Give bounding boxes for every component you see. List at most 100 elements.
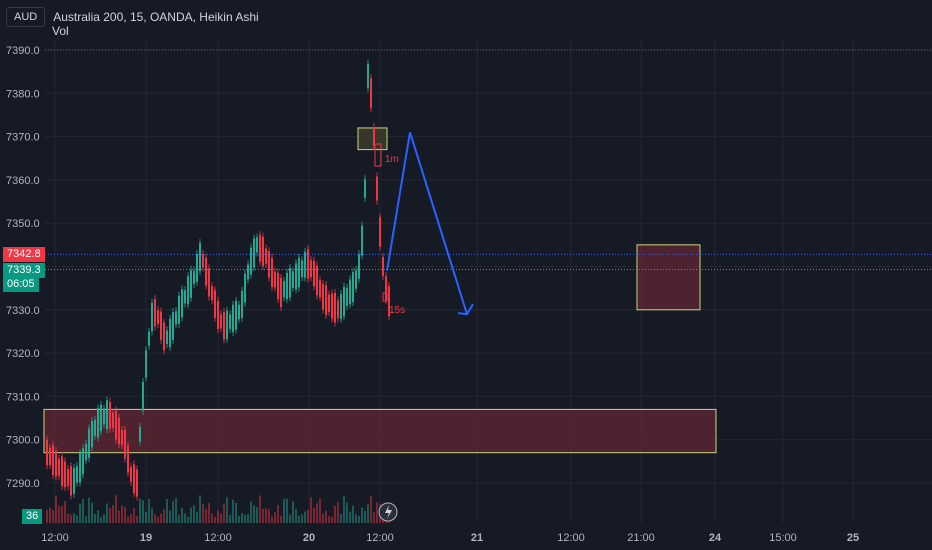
candle-body bbox=[76, 466, 78, 483]
candle-body bbox=[247, 264, 249, 280]
candle-body bbox=[154, 298, 156, 327]
candle-body bbox=[220, 314, 222, 329]
currency-badge[interactable]: AUD bbox=[6, 7, 46, 27]
time-tick-label: 21:00 bbox=[627, 532, 655, 544]
volume-bar bbox=[343, 496, 345, 523]
candle-body bbox=[277, 272, 279, 300]
candle-body bbox=[124, 429, 126, 459]
candle-body bbox=[202, 253, 204, 268]
candle-body bbox=[139, 427, 141, 442]
candle-body bbox=[331, 293, 333, 319]
candle-body bbox=[175, 311, 177, 325]
volume-bar bbox=[349, 511, 351, 523]
volume-label[interactable]: Vol bbox=[52, 24, 69, 38]
time-tick-label: 25 bbox=[847, 532, 859, 544]
candle-body bbox=[61, 456, 63, 486]
candle-body bbox=[109, 402, 111, 429]
volume-bar bbox=[334, 505, 336, 523]
candle-body bbox=[268, 251, 270, 278]
volume-bar bbox=[331, 516, 333, 523]
volume-bar bbox=[49, 507, 51, 523]
volume-bar bbox=[127, 516, 129, 523]
time-tick-label: 12:00 bbox=[557, 532, 585, 544]
candle-body bbox=[373, 127, 375, 147]
candle-body bbox=[130, 466, 132, 482]
candle-body bbox=[307, 249, 309, 279]
candle-body bbox=[334, 292, 336, 323]
candle-body bbox=[52, 445, 54, 475]
volume-bar bbox=[307, 509, 309, 523]
time-tick-label: 24 bbox=[709, 532, 722, 544]
volume-bar bbox=[88, 497, 90, 523]
price-marker-red: 7342.8 bbox=[3, 247, 45, 262]
candle-body bbox=[166, 330, 168, 345]
zone-rectangle bbox=[357, 127, 388, 151]
volume-bar bbox=[373, 512, 375, 523]
volume-badge: 36 bbox=[22, 509, 43, 524]
candle-body bbox=[193, 270, 195, 284]
candle-body bbox=[112, 412, 114, 428]
candle-body bbox=[286, 272, 288, 300]
time-tick-label: 19 bbox=[140, 532, 152, 544]
candle-body bbox=[157, 310, 159, 324]
candle-body bbox=[205, 257, 207, 286]
candle-body bbox=[388, 286, 390, 317]
zone-rectangle bbox=[636, 244, 701, 311]
candles bbox=[46, 59, 390, 501]
volume-bar bbox=[367, 504, 369, 523]
volume-bar bbox=[184, 513, 186, 523]
candle-body bbox=[226, 310, 228, 340]
candle-body bbox=[376, 176, 378, 201]
volume-bar bbox=[229, 514, 231, 523]
time-tick-label: 21 bbox=[471, 532, 483, 544]
candle-body bbox=[121, 429, 123, 446]
candle-body bbox=[184, 290, 186, 304]
candle-body bbox=[337, 300, 339, 319]
candle-body bbox=[325, 285, 327, 315]
volume-bar bbox=[211, 513, 213, 523]
volume-bar bbox=[235, 502, 237, 523]
volume-bar bbox=[292, 501, 294, 523]
volume-bar bbox=[133, 507, 135, 523]
candle-body bbox=[289, 268, 291, 298]
candle-body bbox=[295, 263, 297, 290]
price-tick-label: 7320.0 bbox=[6, 348, 40, 360]
price-tick-label: 7360.0 bbox=[6, 175, 40, 187]
volume-bar bbox=[67, 513, 69, 523]
volume-bar bbox=[361, 507, 363, 523]
candle-body bbox=[367, 63, 369, 89]
candle-body bbox=[223, 311, 225, 340]
label-1m: 1m bbox=[385, 154, 399, 165]
candle-body bbox=[100, 404, 102, 432]
candle-body bbox=[274, 271, 276, 288]
candle-body bbox=[136, 469, 138, 497]
volume-bar bbox=[322, 513, 324, 523]
volume-bar bbox=[319, 498, 321, 523]
volume-bar bbox=[76, 515, 78, 523]
volume-bar bbox=[364, 510, 366, 523]
volume-bar bbox=[316, 503, 318, 523]
candle-body bbox=[133, 464, 135, 494]
candle-body bbox=[310, 260, 312, 278]
volume-bar bbox=[175, 497, 177, 523]
candle-body bbox=[91, 420, 93, 448]
volume-bar bbox=[64, 501, 66, 523]
volume-bar bbox=[289, 514, 291, 523]
candle-body bbox=[244, 273, 246, 303]
overlays: 1m 15s bbox=[45, 49, 932, 316]
volume-bar bbox=[283, 498, 285, 523]
candle-body bbox=[301, 260, 303, 277]
volume-bar bbox=[214, 516, 216, 523]
candle-body bbox=[88, 428, 90, 458]
candle-body bbox=[217, 300, 219, 330]
volume-bar bbox=[139, 498, 141, 523]
candle-body bbox=[199, 243, 201, 272]
time-tick-label: 15:00 bbox=[769, 532, 797, 544]
symbol-title[interactable]: Australia 200, 15, OANDA, Heikin Ashi bbox=[53, 10, 259, 24]
candle-body bbox=[67, 469, 69, 487]
candle-body bbox=[271, 257, 273, 288]
candle-body bbox=[214, 290, 216, 318]
volume-bar bbox=[277, 505, 279, 523]
